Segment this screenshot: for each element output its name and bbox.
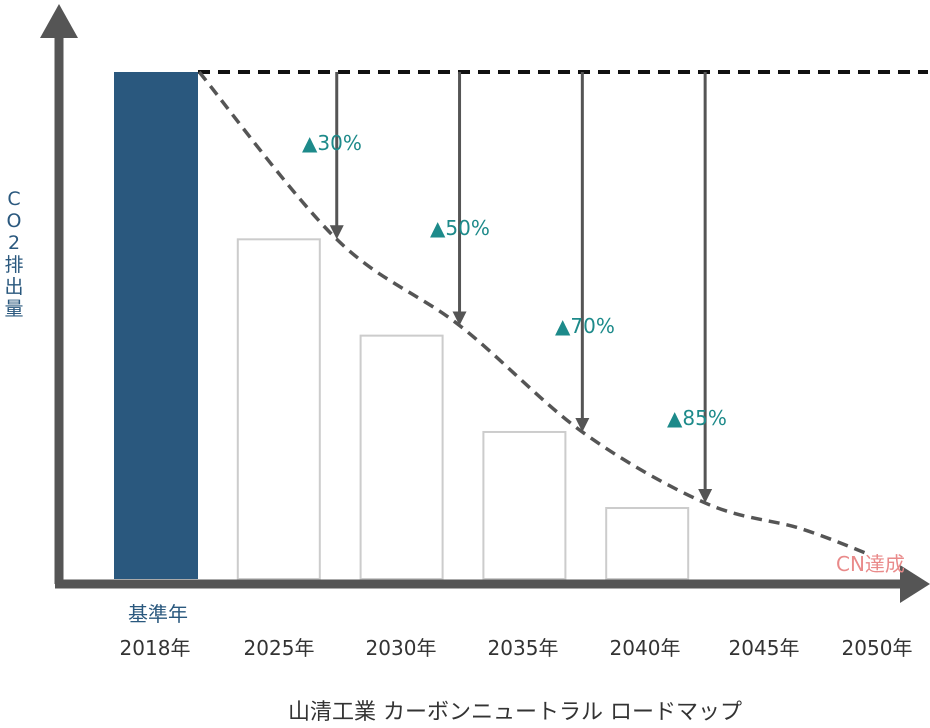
- x-tick-label: 2025年: [243, 636, 315, 660]
- emission-bar: [605, 507, 690, 580]
- reduction-arrow-head: [329, 225, 344, 240]
- y-axis-label-char: C: [7, 188, 21, 210]
- emission-bar: [482, 430, 567, 580]
- cn-target-label: CN達成: [836, 552, 905, 576]
- y-axis-label-char: 排: [4, 254, 24, 276]
- x-tick-label: 2050年: [841, 636, 913, 660]
- reduction-label: ▲85%: [667, 406, 727, 430]
- base-year-bar: [114, 72, 198, 579]
- x-tick-label: 2035年: [487, 636, 559, 660]
- reduction-label: ▲30%: [302, 131, 362, 155]
- trend-curve: [197, 70, 868, 556]
- reduction-label: ▲50%: [430, 216, 490, 240]
- x-tick-label: 2030年: [365, 636, 437, 660]
- reduction-arrow-head: [452, 311, 467, 326]
- emission-bar: [236, 238, 321, 580]
- x-tick-label: 2045年: [728, 636, 800, 660]
- y-axis-label: C O 2 排 出 量: [2, 188, 26, 320]
- reduction-label: ▲70%: [555, 314, 615, 338]
- reduction-arrow-head: [698, 488, 713, 503]
- x-tick-label: 2040年: [609, 636, 681, 660]
- y-axis-label-char: 量: [4, 298, 24, 320]
- reduction-arrow-head: [575, 417, 590, 432]
- x-tick-label: 2018年: [119, 636, 191, 660]
- chart-title: 山清工業 カーボンニュートラル ロードマップ: [288, 700, 742, 725]
- y-axis-label-char: 2: [7, 232, 21, 254]
- emission-bar: [359, 334, 444, 581]
- y-axis-label-char: O: [6, 210, 22, 232]
- y-axis-arrow: [40, 4, 78, 38]
- x-axis-arrow: [900, 565, 930, 603]
- base-year-label: 基準年: [128, 602, 188, 626]
- y-axis-label-char: 出: [4, 276, 24, 298]
